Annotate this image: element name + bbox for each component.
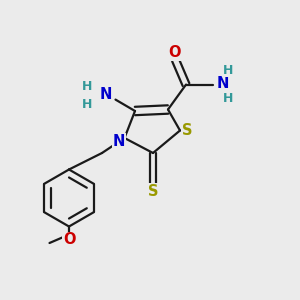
Text: N: N (217, 76, 229, 91)
Text: O: O (169, 45, 181, 60)
Text: N: N (113, 134, 125, 149)
Text: S: S (148, 184, 158, 199)
Text: N: N (100, 87, 112, 102)
Text: O: O (63, 232, 76, 247)
Text: H: H (82, 98, 92, 112)
Text: S: S (182, 123, 193, 138)
Text: H: H (223, 64, 233, 77)
Text: H: H (82, 80, 92, 94)
Text: H: H (223, 92, 233, 105)
